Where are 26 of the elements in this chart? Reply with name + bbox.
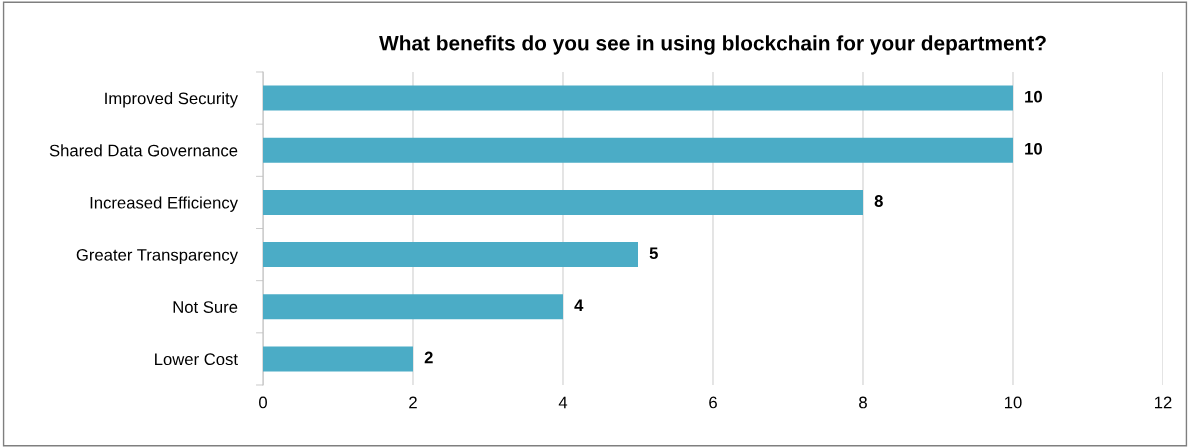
x-tick-label: 12 [1155, 396, 1172, 409]
y-tick-label: Increased Efficiency [90, 196, 238, 212]
data-label: 8 [874, 195, 883, 207]
x-tick-label: 4 [558, 396, 568, 409]
bar [263, 242, 638, 268]
bar [263, 346, 413, 372]
y-tick-label: Not Sure [173, 301, 238, 313]
bar [263, 137, 1013, 163]
x-tick-label: 10 [1005, 396, 1022, 409]
data-label: 2 [424, 351, 433, 364]
x-tick-label: 6 [709, 396, 717, 409]
x-tick-label: 2 [409, 396, 417, 409]
data-label: 4 [574, 299, 584, 312]
y-tick-label: Improved Security [105, 92, 238, 108]
bar [263, 85, 1013, 111]
chart-title: What benefits do you see in using blockchain for your department? [379, 35, 1046, 55]
data-label: 5 [649, 247, 658, 260]
data-label: 10 [1025, 142, 1042, 155]
bar [263, 294, 563, 320]
data-label: 10 [1025, 90, 1042, 103]
y-tick-label: Lower Cost [155, 353, 238, 366]
x-tick-label: 0 [259, 396, 267, 409]
bar [263, 189, 863, 215]
y-tick-label: Shared Data Governance [49, 144, 238, 157]
x-tick-label: 8 [859, 396, 867, 409]
y-tick-label: Greater Transparency [76, 248, 238, 265]
